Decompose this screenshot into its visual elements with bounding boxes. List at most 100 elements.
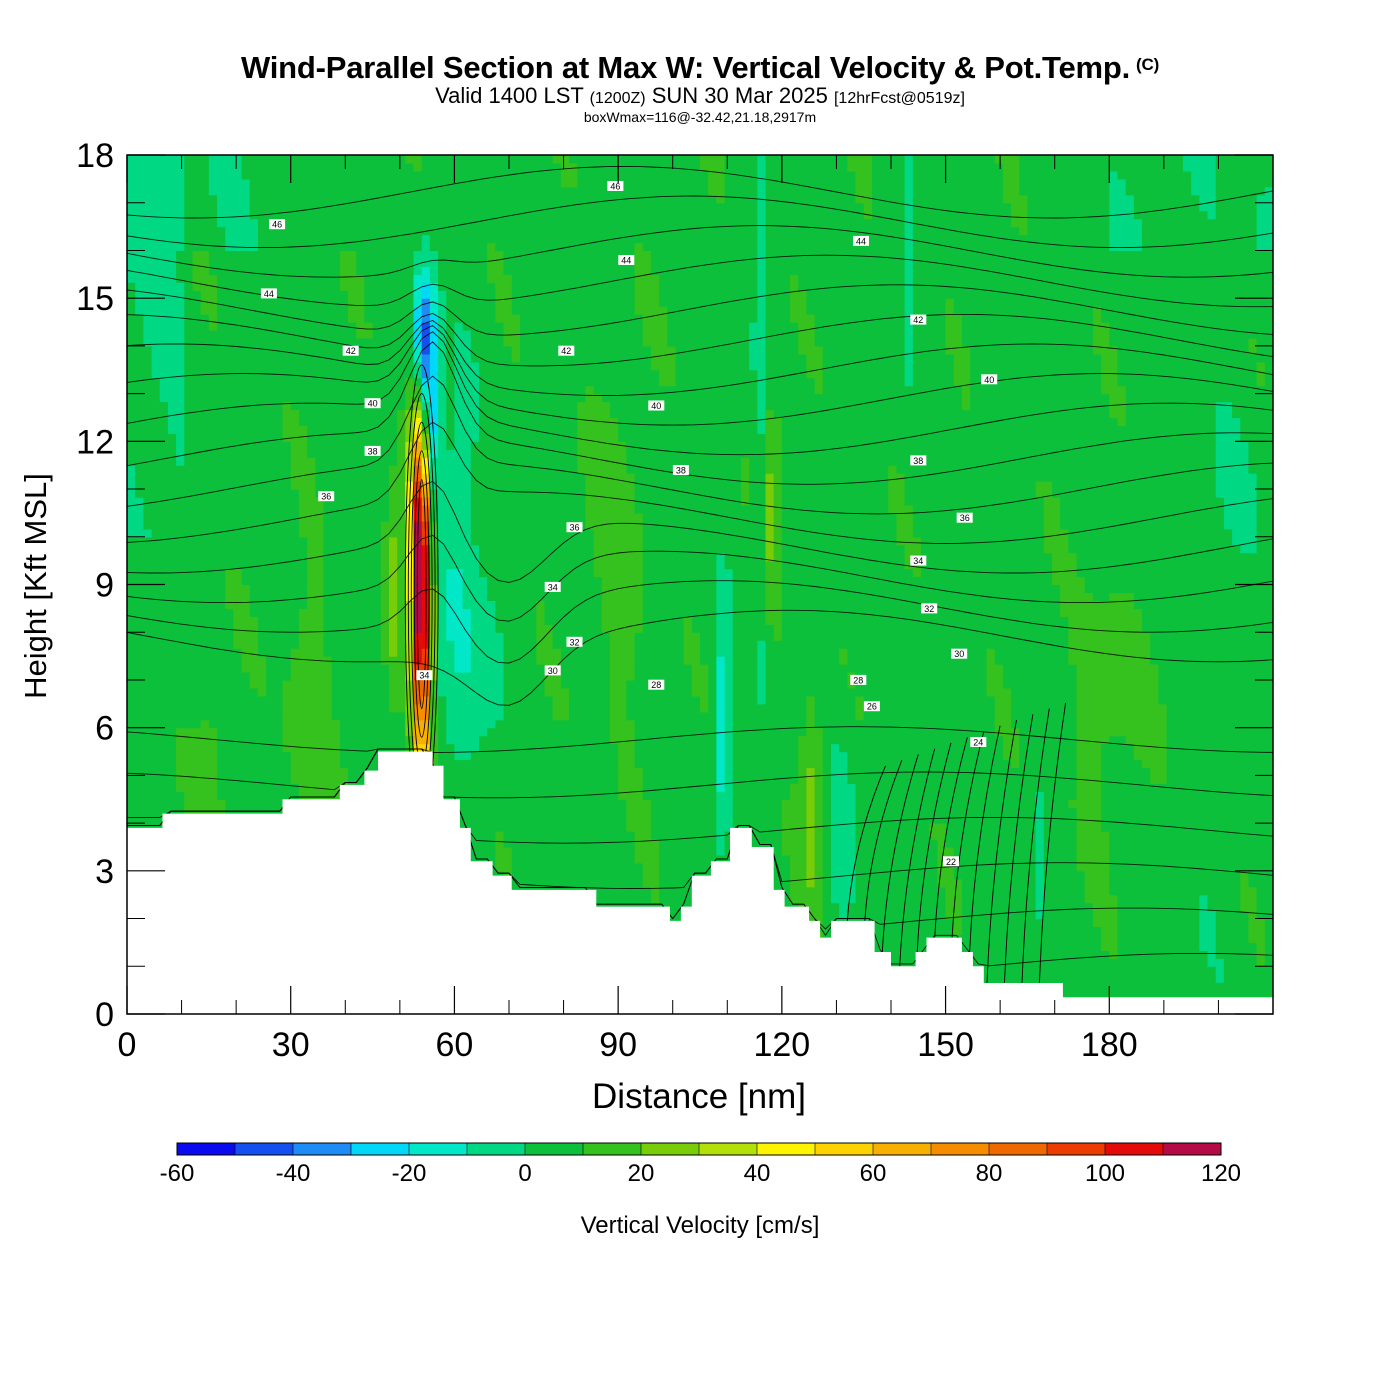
w-cell xyxy=(880,783,889,792)
w-cell xyxy=(307,735,316,745)
w-cell xyxy=(871,783,881,792)
w-cell xyxy=(1101,775,1110,784)
w-cell xyxy=(1101,982,1110,991)
w-cell xyxy=(1125,807,1135,816)
w-cell xyxy=(1150,894,1159,904)
w-cell xyxy=(528,759,537,769)
w-cell xyxy=(1264,934,1273,944)
w-cell xyxy=(1256,791,1266,800)
w-cell xyxy=(1182,839,1192,848)
w-cell xyxy=(1076,735,1086,745)
w-cell xyxy=(880,926,889,936)
w-cell xyxy=(773,743,783,753)
w-cell xyxy=(1051,862,1061,872)
w-cell xyxy=(1199,926,1209,936)
w-cell xyxy=(1002,759,1012,769)
w-cell xyxy=(880,751,889,761)
w-cell xyxy=(1158,831,1168,840)
w-cell xyxy=(1133,982,1143,991)
w-cell xyxy=(1035,735,1045,745)
w-cell xyxy=(839,815,848,824)
w-cell xyxy=(708,799,717,808)
w-cell xyxy=(552,759,562,769)
w-cell xyxy=(487,759,496,769)
w-cell xyxy=(659,807,668,816)
w-cell xyxy=(732,743,742,753)
w-cell xyxy=(1125,783,1135,792)
w-cell xyxy=(1002,966,1012,975)
w-cell xyxy=(511,743,521,753)
w-cell xyxy=(1207,846,1217,856)
w-cell xyxy=(200,743,210,753)
w-cell xyxy=(921,870,930,880)
w-cell xyxy=(601,854,611,864)
w-cell xyxy=(1158,982,1168,991)
w-cell xyxy=(1035,743,1045,753)
w-cell xyxy=(863,870,873,880)
w-cell xyxy=(749,743,758,753)
w-cell xyxy=(1109,839,1119,848)
w-cell xyxy=(830,759,840,769)
w-cell xyxy=(1240,854,1250,864)
w-cell xyxy=(1068,854,1078,864)
w-cell xyxy=(143,727,153,737)
w-cell xyxy=(650,807,660,816)
w-cell xyxy=(192,727,202,737)
w-cell xyxy=(806,846,816,856)
w-cell xyxy=(495,846,505,856)
w-cell xyxy=(1027,823,1037,832)
w-cell xyxy=(618,759,627,769)
w-cell xyxy=(1117,791,1127,800)
w-cell xyxy=(961,831,971,840)
w-cell xyxy=(667,894,677,904)
w-cell xyxy=(683,791,693,800)
w-cell xyxy=(192,775,202,784)
w-cell xyxy=(429,751,439,761)
w-cell xyxy=(1264,942,1273,951)
w-cell xyxy=(282,759,292,769)
w-cell xyxy=(413,743,423,753)
w-cell xyxy=(822,791,832,800)
w-cell xyxy=(462,759,472,769)
w-cell xyxy=(274,791,284,800)
w-cell xyxy=(888,942,898,951)
w-cell xyxy=(683,878,693,888)
w-cell xyxy=(1019,966,1029,975)
w-cell xyxy=(1101,767,1110,776)
w-cell xyxy=(1232,942,1241,951)
w-cell xyxy=(225,727,235,737)
w-cell xyxy=(167,727,177,737)
w-cell xyxy=(1166,775,1176,784)
w-cell xyxy=(1092,759,1102,769)
w-cell xyxy=(298,767,308,776)
w-cell xyxy=(953,775,963,784)
w-cell xyxy=(650,791,660,800)
w-cell xyxy=(1043,894,1053,904)
w-cell xyxy=(1166,934,1176,944)
w-cell xyxy=(601,823,611,832)
w-cell xyxy=(560,735,570,745)
w-cell xyxy=(200,775,210,784)
w-cell xyxy=(978,767,988,776)
w-cell xyxy=(315,751,325,761)
w-cell xyxy=(364,735,374,745)
w-cell xyxy=(151,799,161,808)
w-cell xyxy=(1264,910,1273,920)
w-cell xyxy=(781,783,791,792)
w-cell xyxy=(650,815,660,824)
w-cell xyxy=(1019,926,1029,936)
w-cell xyxy=(822,759,832,769)
w-cell xyxy=(397,743,406,753)
w-cell xyxy=(814,878,824,888)
w-cell xyxy=(986,894,996,904)
w-cell xyxy=(217,799,226,808)
w-cell xyxy=(1002,910,1012,920)
w-cell xyxy=(970,950,979,959)
w-cell xyxy=(912,751,922,761)
w-cell xyxy=(1133,902,1143,912)
w-cell xyxy=(1011,910,1020,920)
w-cell xyxy=(675,767,685,776)
w-cell xyxy=(1068,910,1078,920)
w-cell xyxy=(470,751,480,761)
w-cell xyxy=(1043,791,1053,800)
